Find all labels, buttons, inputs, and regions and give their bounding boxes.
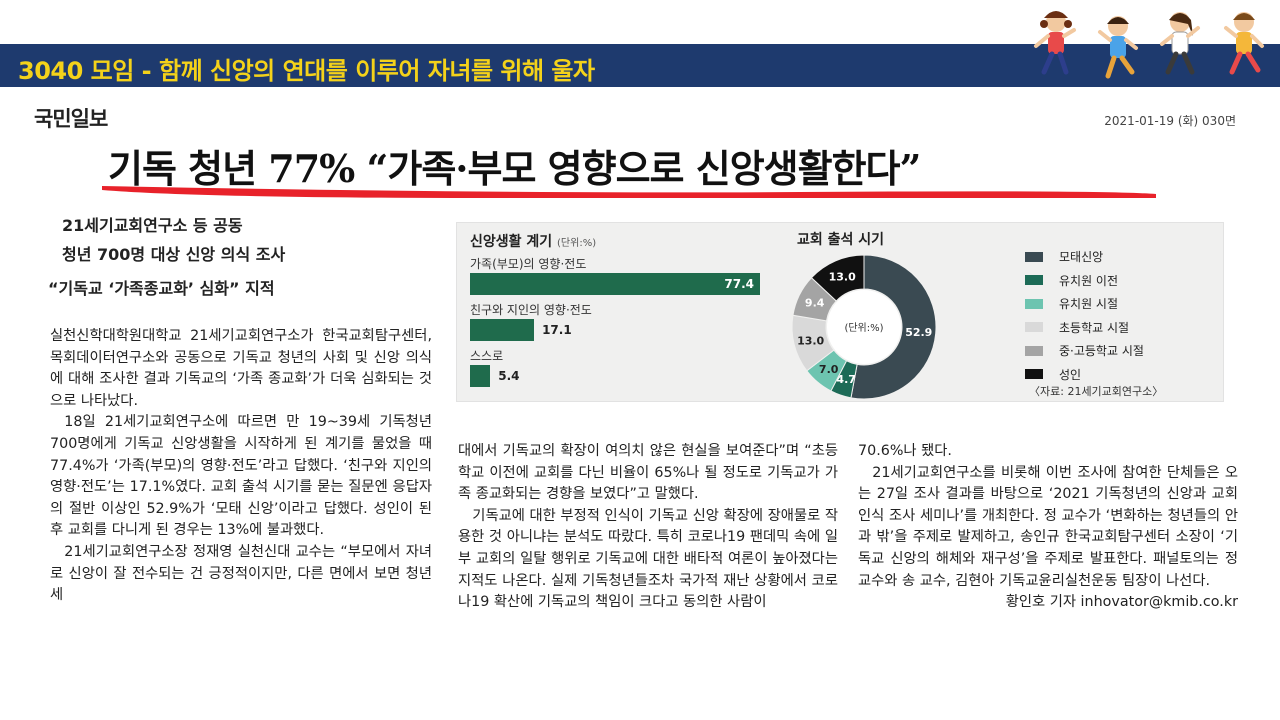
subheadline: “기독교 ‘가족종교화’ 심화” 지적 [48,279,275,298]
infographic-panel: 신앙생활 계기 (단위:%) 가족(부모)의 영향·전도 77.4 친구와 지인… [456,222,1224,402]
bar-category-label: 친구와 지인의 영향·전도 [470,303,592,317]
banner-title: 3040 모임 - 함께 신앙의 연대를 이루어 자녀를 위해 울자 [18,57,595,85]
newspaper-date: 2021-01-19 (화) 030면 [1104,114,1236,128]
legend-item: 성인 [1025,363,1144,387]
bar-category-label: 가족(부모)의 영향·전도 [470,257,587,271]
subheadline: 21세기교회연구소 등 공동 [62,216,243,235]
donut-value-label: 13.0 [797,334,824,347]
legend-swatch [1025,322,1043,333]
bar [470,365,491,387]
bar-value-label: 77.4 [724,277,754,291]
donut-slice [850,254,937,400]
paragraph: 21세기교회연구소장 정재영 실천신대 교수는 “부모에서 자녀로 신앙이 잘 … [50,543,432,604]
running-kids-illustration [1034,11,1264,79]
article-column-2: 대에서 기독교의 확장이 여의치 않은 현실을 보여준다”며 “초등학교 이전에… [458,441,838,614]
donut-chart-title: 교회 출석 시기 [797,232,885,248]
paragraph: 실천신학대학원대학교 21세기교회연구소가 한국교회탐구센터, 목회데이터연구소… [50,328,432,409]
bar-chart-unit: (단위:%) [557,238,597,249]
donut-value-label: 52.9 [905,326,932,339]
bar-category-label: 스스로 [470,349,504,363]
donut-value-label: 13.0 [829,271,856,284]
legend-swatch [1025,275,1043,286]
paragraph: 대에서 기독교의 확장이 여의치 않은 현실을 보여준다”며 “초등학교 이전에… [458,443,838,503]
bar-value-label: 5.4 [498,369,520,383]
paragraph: 21세기교회연구소를 비롯해 이번 조사에 참여한 단체들은 오는 27일 조사… [858,464,1238,589]
donut-value-label: 9.4 [805,297,825,310]
paragraph: 기독교에 대한 부정적 인식이 기독교 신앙 확장에 장애물로 작용한 것 아니… [458,507,838,611]
donut-legend: 모태신앙 유치원 이전 유치원 시절 초등학교 시절 중·고등학교 시절 성인 [1025,245,1144,386]
legend-item: 유치원 이전 [1025,269,1144,293]
legend-item: 중·고등학교 시절 [1025,339,1144,363]
bar [470,319,535,341]
legend-swatch [1025,298,1043,309]
top-banner: 3040 모임 - 함께 신앙의 연대를 이루어 자녀를 위해 울자 [0,44,1280,87]
newspaper-name: 국민일보 [34,107,108,131]
legend-swatch [1025,369,1043,380]
bar-value-label: 17.1 [542,323,572,337]
article-headline: 기독 청년 77% “가족·부모 영향으로 신앙생활한다” [108,146,921,191]
subheadline: 청년 700명 대상 신앙 의식 조사 [62,245,286,264]
donut-hole [827,290,901,364]
donut-chart: 52.9 4.77.0 13.0 9.4 13.0 (단위:%) [791,254,937,400]
article-column-3: 70.6%나 됐다. 21세기교회연구소를 비롯해 이번 조사에 참여한 단체들… [858,441,1238,614]
paragraph: 18일 21세기교회연구소에 따르면 만 19~39세 기독청년 700명에게 … [50,414,432,539]
legend-swatch [1025,251,1043,262]
donut-value-label: 7.0 [819,363,839,376]
article-column-1: 실천신학대학원대학교 21세기교회연구소가 한국교회탐구센터, 목회데이터연구소… [50,326,432,607]
legend-swatch [1025,345,1043,356]
paragraph: 70.6%나 됐다. [858,443,952,459]
bar-chart-title: 신앙생활 계기 (단위:%) [470,234,597,250]
donut-slice [810,254,865,302]
donut-center-unit: (단위:%) [844,321,883,334]
legend-item: 초등학교 시절 [1025,316,1144,340]
chart-source: 〈자료: 21세기교회연구소〉 [1029,385,1164,398]
legend-item: 유치원 시절 [1025,292,1144,316]
bar [470,273,760,295]
byline: 황인호 기자 inhovator@kmib.co.kr [1005,594,1238,611]
legend-item: 모태신앙 [1025,245,1144,269]
donut-value-label: 4.7 [836,373,856,386]
headline-red-underline [102,186,1156,198]
